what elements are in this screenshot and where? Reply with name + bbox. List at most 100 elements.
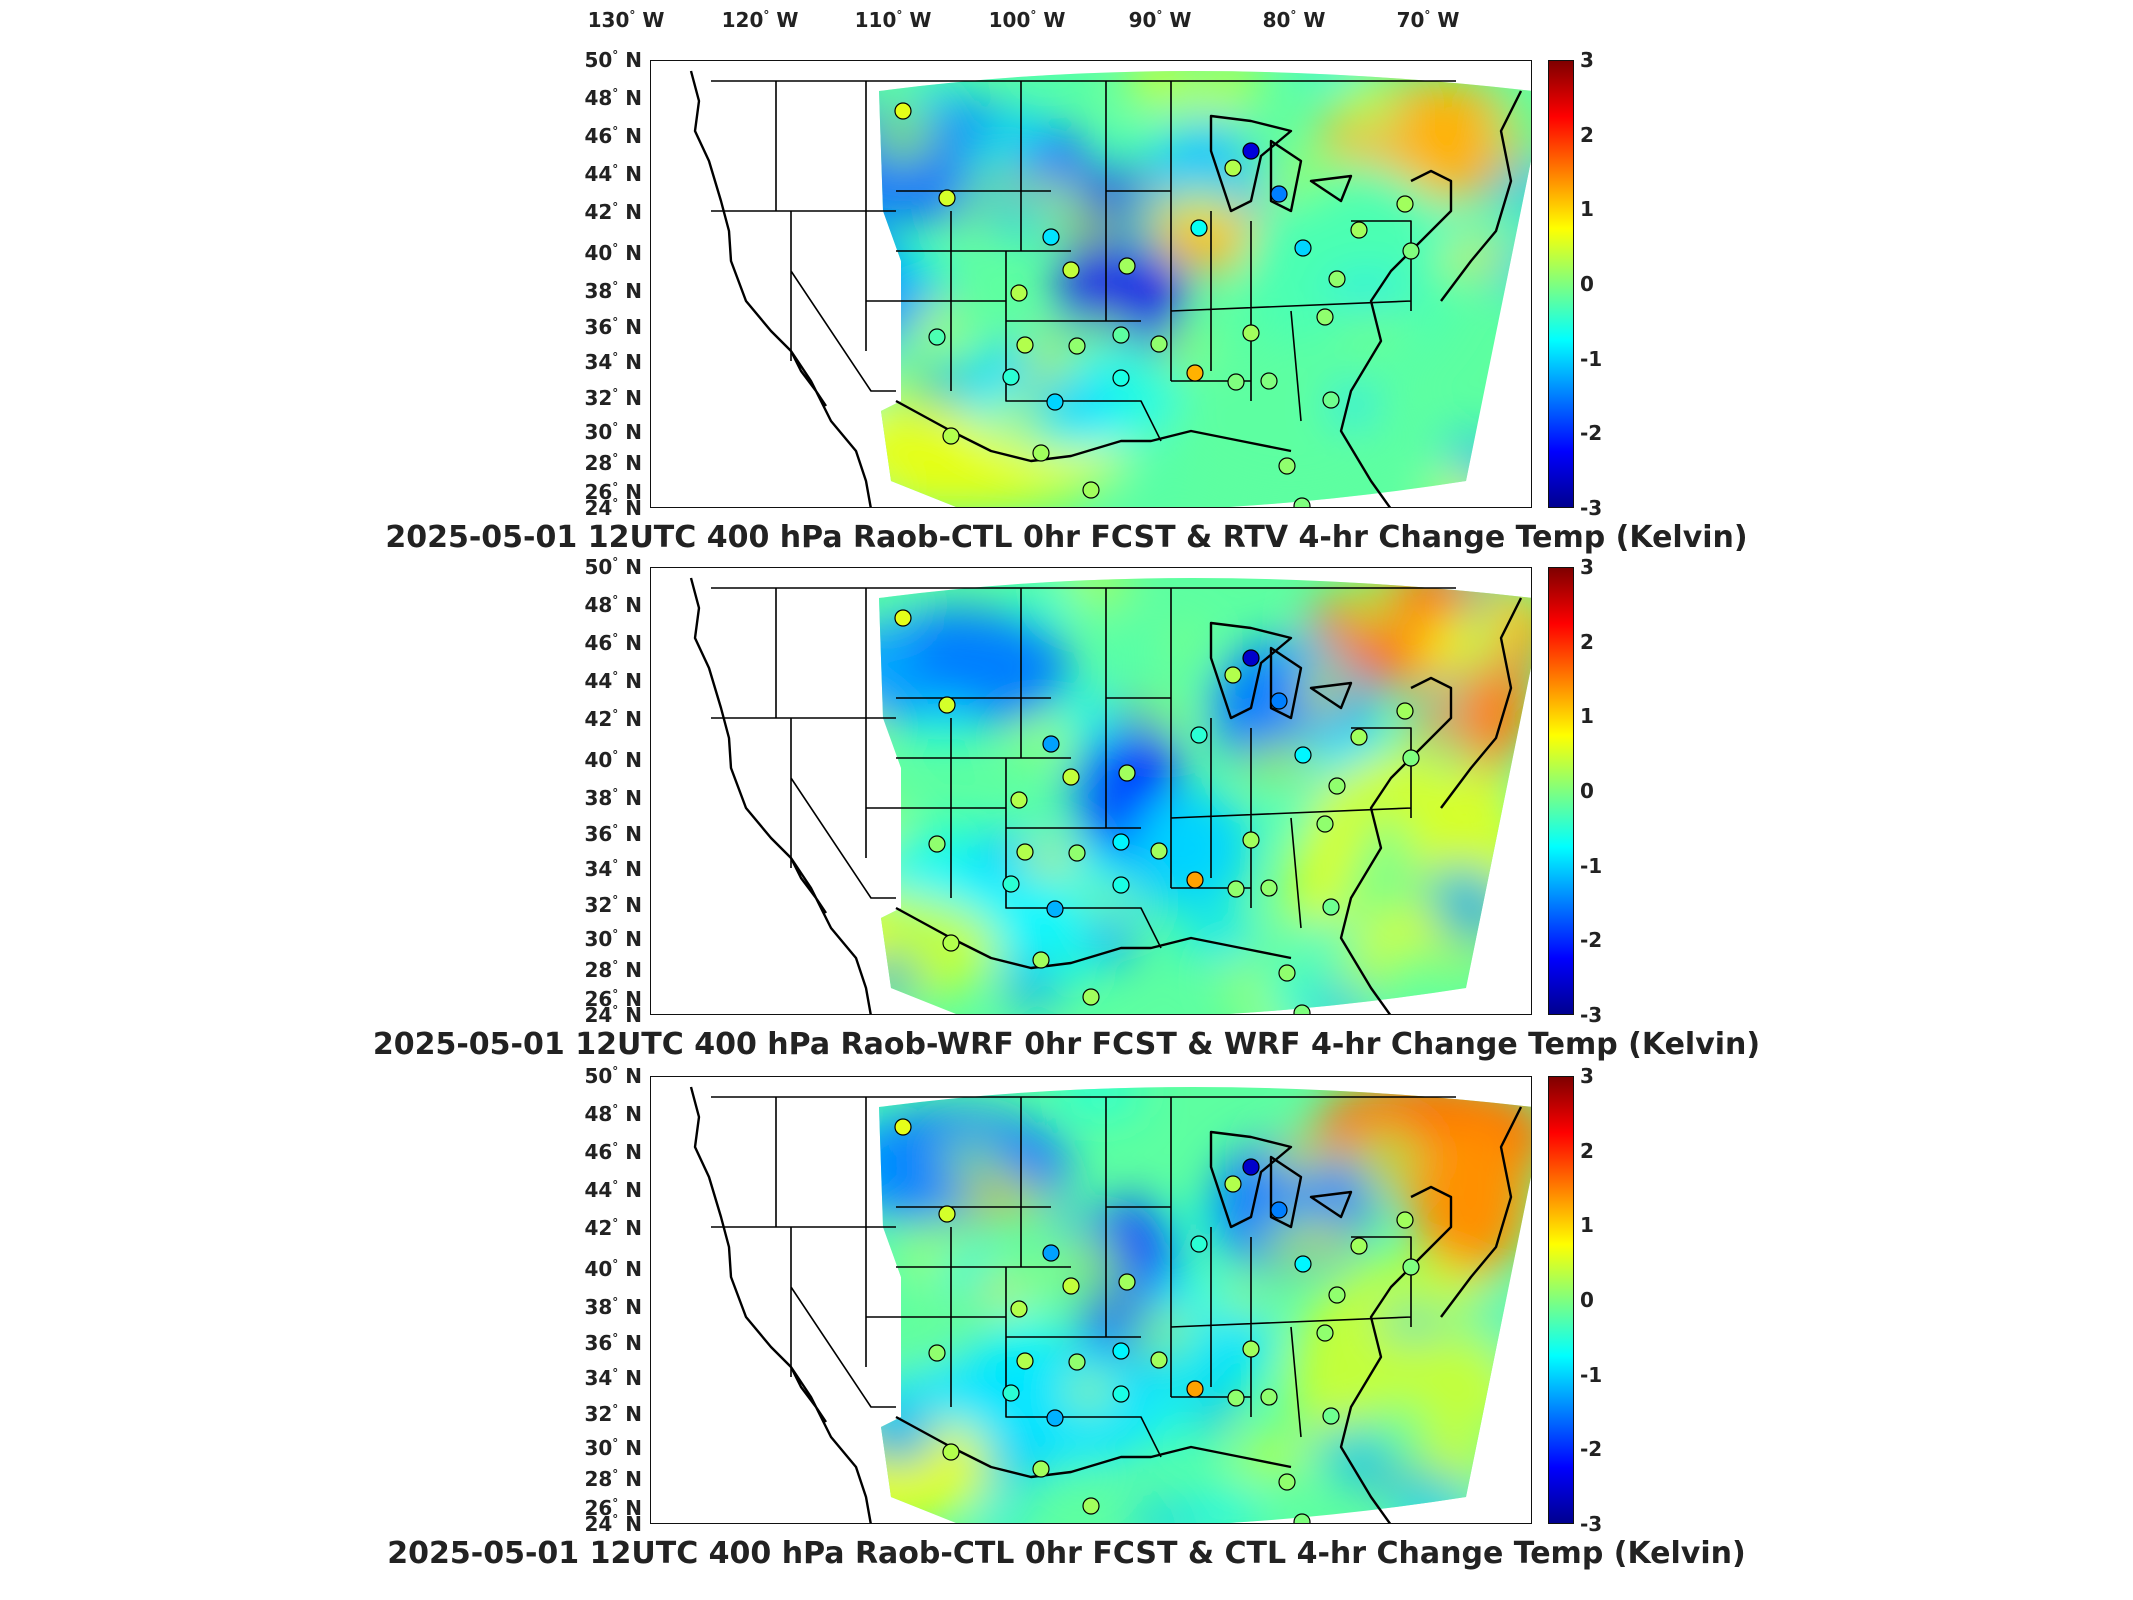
field-texture — [1205, 71, 1263, 103]
latitude-label: 46° N — [584, 124, 642, 149]
gulf-outline — [895, 906, 1292, 970]
field-texture — [1463, 774, 1513, 807]
lat-suffix: N — [625, 48, 642, 72]
field-texture — [971, 1274, 1034, 1308]
map-plot — [650, 1076, 1532, 1524]
latitude-label: 32° N — [584, 1402, 642, 1427]
longitude-axis: 130° W 120° W 110° W 100° W 90° W 80° W 70° W — [0, 0, 2133, 40]
lat-value: 38 — [584, 785, 613, 810]
raob-station-marker — [1082, 1497, 1100, 1515]
lon-value: 100 — [988, 8, 1031, 32]
field-texture — [775, 1137, 834, 1204]
lakes-outline — [1209, 114, 1353, 213]
raob-station-marker — [1002, 1384, 1020, 1402]
raob-station-marker — [1270, 692, 1288, 710]
map-panel-1: 50° N 48° N 46° N 44° N 42° N 40° N 38° N 36° N… — [0, 48, 2133, 560]
colorbar-tick-label: -1 — [1580, 853, 1603, 878]
lat-value: 30 — [584, 1435, 613, 1460]
lat-value: 26 — [584, 1496, 613, 1521]
latitude-label: 40° N — [584, 747, 642, 772]
raob-station-marker — [1270, 1201, 1288, 1219]
field-texture — [691, 605, 757, 655]
colorbar — [1548, 567, 1574, 1015]
field-texture — [972, 1489, 1028, 1523]
latitude-label: 26° N — [584, 1496, 642, 1521]
field-texture — [879, 903, 881, 972]
raob-station-marker — [1402, 1258, 1420, 1276]
field-texture — [1338, 578, 1403, 631]
field-texture — [739, 741, 817, 801]
field-texture — [879, 353, 924, 417]
lat-value: 48 — [584, 593, 613, 618]
raob-station-marker — [1042, 735, 1060, 753]
lat-suffix: N — [625, 669, 642, 694]
lat-suffix: N — [625, 451, 642, 476]
latitude-label: 24° N — [584, 496, 642, 520]
field-texture — [1102, 123, 1152, 178]
field-texture — [651, 226, 696, 293]
lat-value: 34 — [584, 1366, 613, 1391]
raob-station-marker — [1010, 1300, 1028, 1318]
lat-value: 36 — [584, 314, 613, 339]
field-texture — [651, 180, 701, 215]
westCoast-outline — [689, 70, 872, 507]
raob-station-marker — [942, 1443, 960, 1461]
lat-suffix: N — [625, 1366, 642, 1391]
panel-title: 2025-05-01 12UTC 400 hPa Raob-CTL 0hr FC… — [387, 1536, 1746, 1571]
raob-station-marker — [1242, 649, 1260, 667]
field-texture — [1344, 947, 1395, 1000]
field-texture — [1169, 186, 1237, 232]
lat-value: 48 — [584, 86, 613, 111]
longitude-label: 70° W — [1396, 8, 1460, 32]
eastCoast-outline — [1339, 1106, 1523, 1523]
field-texture — [977, 1444, 1048, 1485]
lat-suffix: N — [625, 419, 642, 444]
latitude-label: 26° N — [584, 987, 642, 1012]
lat-suffix: N — [625, 1402, 642, 1427]
lon-suffix: W — [1437, 8, 1460, 32]
field-texture — [1064, 1373, 1114, 1410]
raob-station-marker — [1260, 372, 1278, 390]
latitude-label: 36° N — [584, 1330, 642, 1355]
lat-suffix: N — [625, 926, 642, 951]
lon-value: 90 — [1128, 8, 1157, 32]
lat-suffix: N — [625, 893, 642, 918]
field-texture — [1335, 867, 1422, 916]
latitude-label: 48° N — [584, 1102, 642, 1127]
raob-station-marker — [942, 427, 960, 445]
field-texture — [1410, 682, 1466, 714]
field-texture — [879, 1245, 880, 1304]
raob-station-marker — [1112, 1342, 1130, 1360]
colorbar-tick-label: -2 — [1580, 421, 1603, 446]
field-texture — [1415, 947, 1484, 983]
map-panel-3: 50° N 48° N 46° N 44° N 42° N 40° N 38° N 36° N… — [0, 1064, 2133, 1576]
lat-suffix: N — [625, 857, 642, 882]
raob-station-marker — [1010, 791, 1028, 809]
latitude-label: 50° N — [584, 48, 642, 72]
field-texture — [723, 451, 783, 486]
lat-suffix: N — [625, 1512, 642, 1536]
latitude-label: 38° N — [584, 278, 642, 303]
raob-station-marker — [1068, 337, 1086, 355]
field-texture — [1440, 431, 1497, 473]
lat-suffix: N — [625, 987, 642, 1012]
gulf-outline — [895, 399, 1292, 463]
raob-station-marker — [1112, 1385, 1130, 1403]
latitude-label: 34° N — [584, 350, 642, 375]
field-texture — [975, 191, 1065, 239]
field-texture — [890, 907, 952, 959]
latitude-label: 32° N — [584, 386, 642, 411]
field-texture — [1215, 1283, 1266, 1317]
lat-suffix: N — [625, 1467, 642, 1492]
raob-station-marker — [1190, 219, 1208, 237]
lat-suffix: N — [625, 1294, 642, 1319]
field-texture — [1369, 1403, 1430, 1462]
raob-station-marker — [1016, 1352, 1034, 1370]
longitude-label: 100° W — [988, 8, 1066, 32]
lat-suffix: N — [625, 350, 642, 375]
field-texture — [1062, 578, 1129, 610]
latitude-label: 28° N — [584, 958, 642, 983]
field-texture — [1044, 1238, 1125, 1272]
field-texture — [879, 102, 938, 168]
field-texture — [901, 250, 946, 289]
